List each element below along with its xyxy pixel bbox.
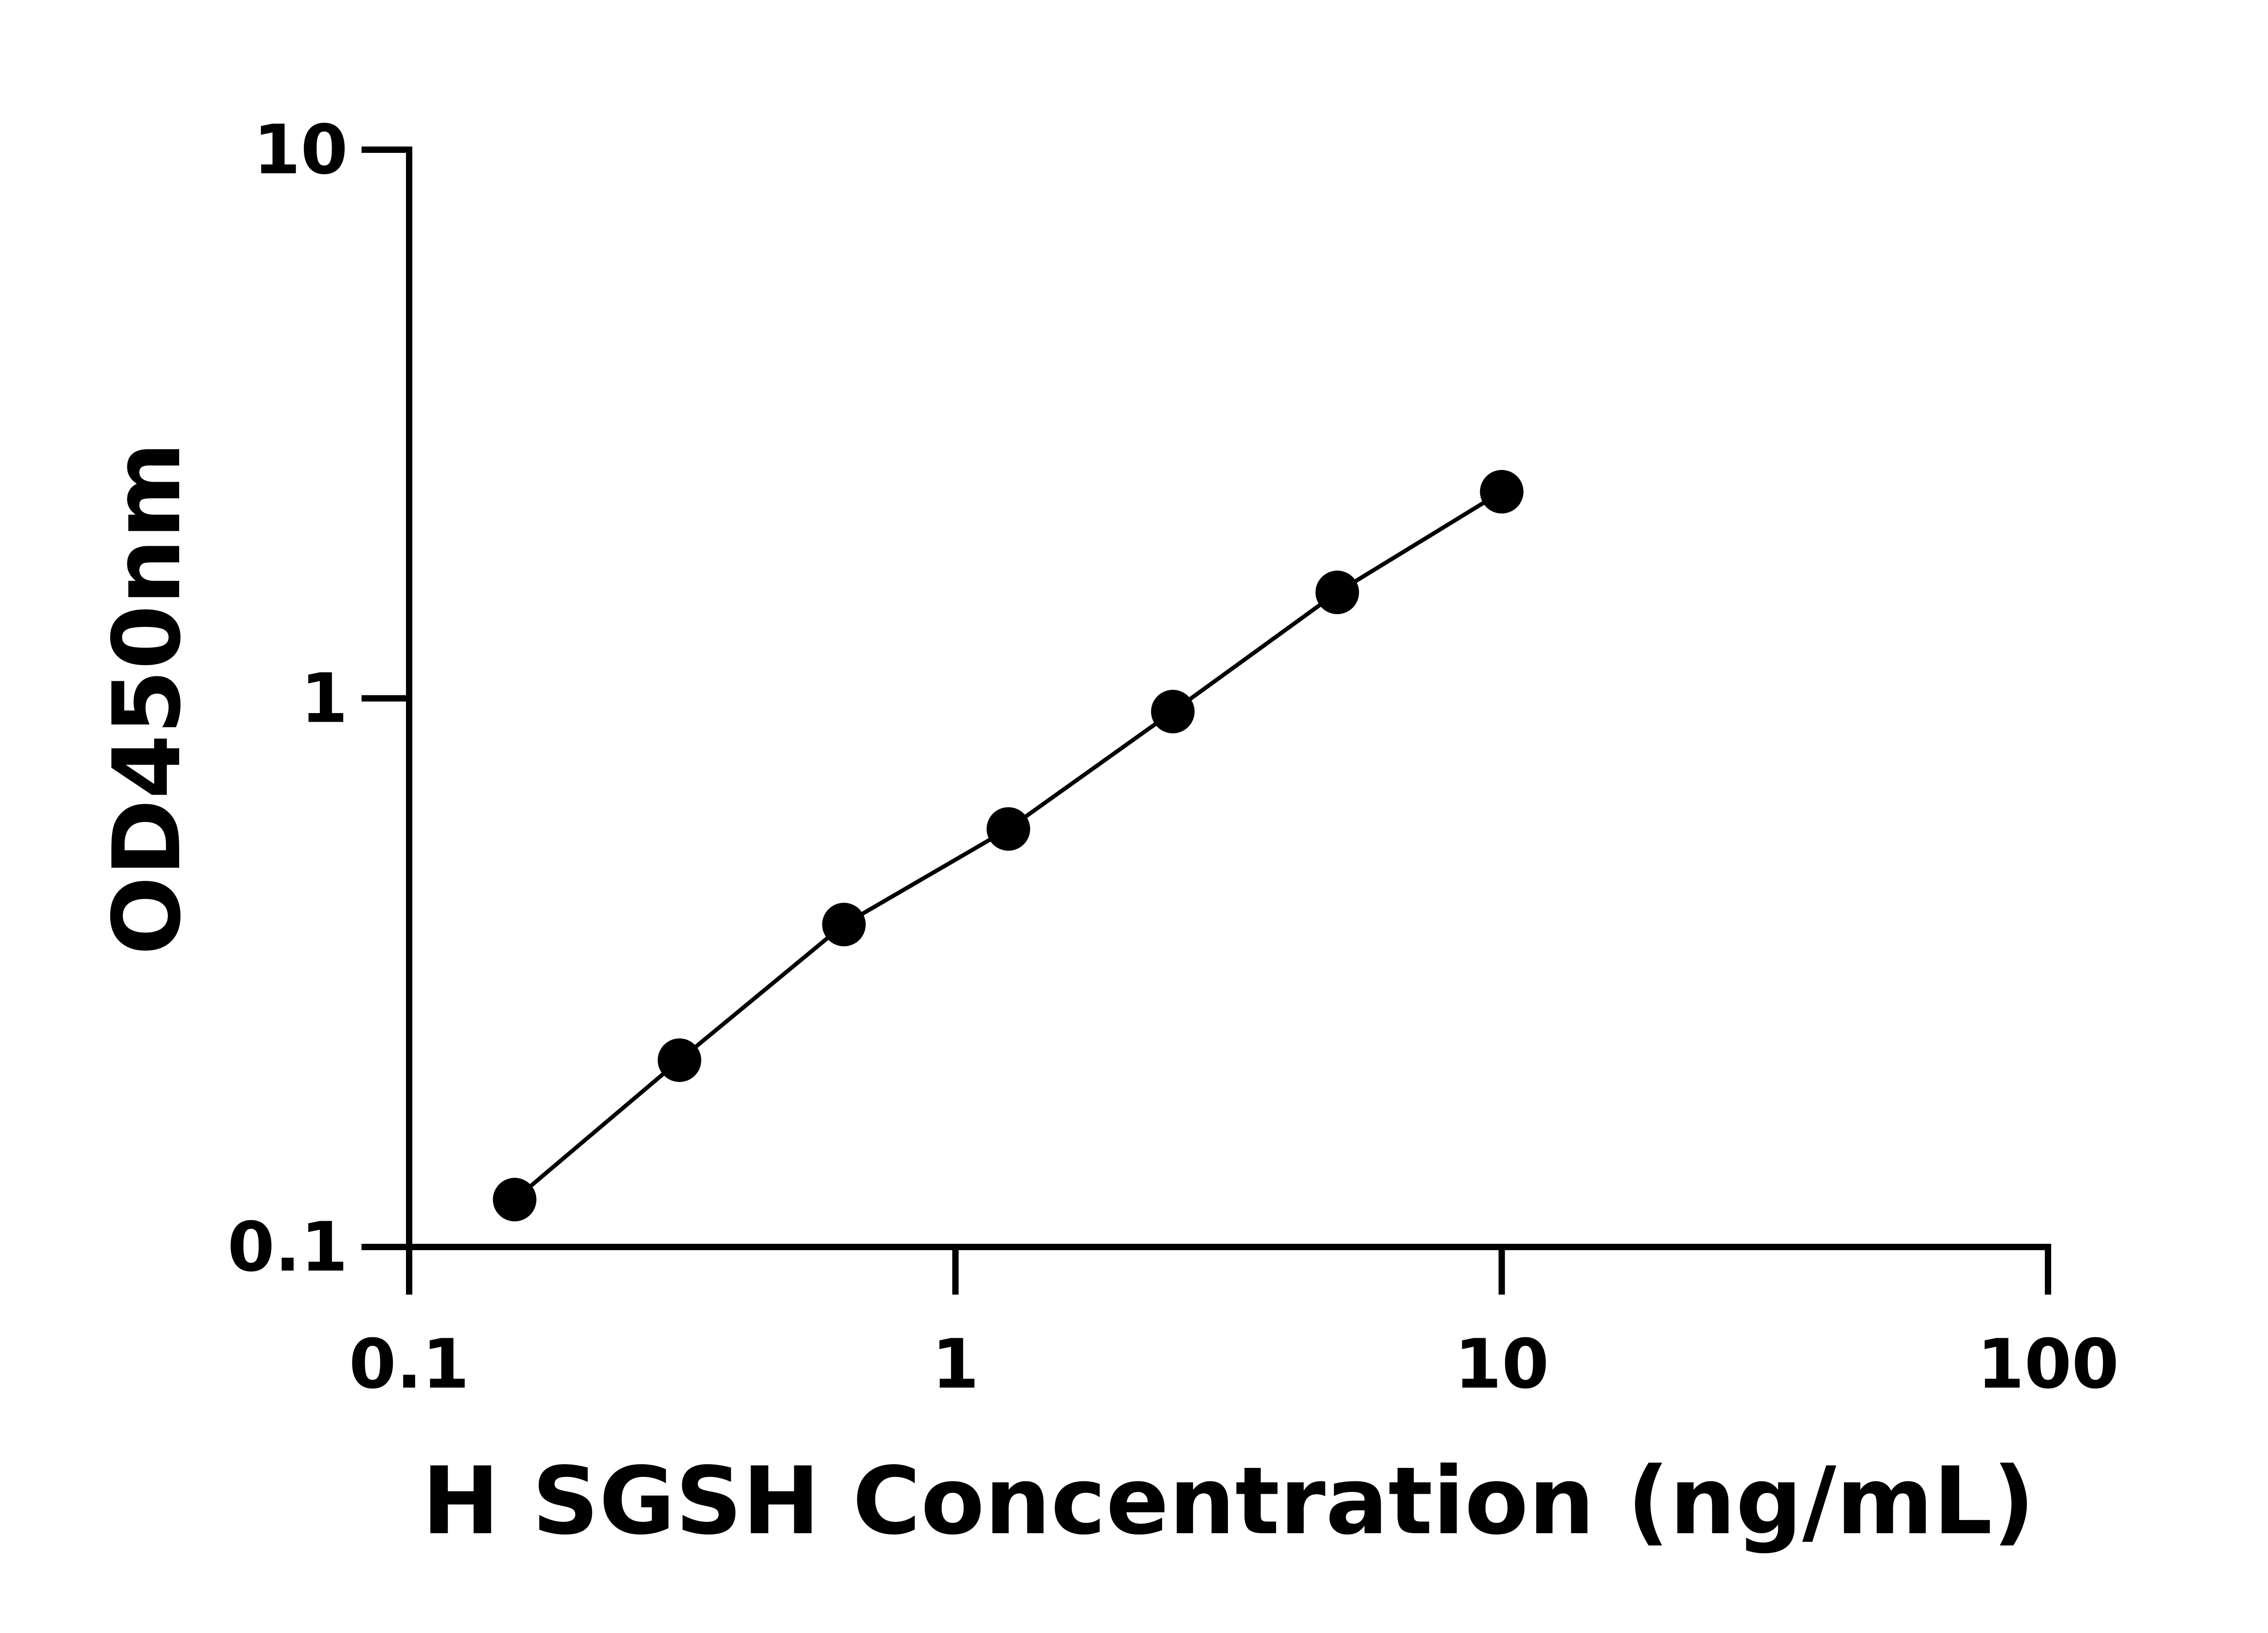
x-axis-title: H SGSH Concentration (ng/mL): [422, 1447, 2035, 1555]
tick-labels: 0.1 1 10 100 0.1 1 10: [227, 111, 2119, 1404]
axes: [362, 147, 2051, 1295]
data-point: [822, 903, 866, 947]
data-point: [1480, 470, 1524, 514]
y-tick-label: 0.1: [227, 1208, 348, 1287]
y-tick-label: 10: [253, 111, 348, 190]
data-point: [987, 807, 1031, 851]
data-point: [493, 1178, 537, 1222]
x-tick-label: 100: [1977, 1325, 2119, 1404]
x-tick-label: 10: [1454, 1325, 1549, 1404]
x-tick-label: 1: [932, 1325, 979, 1404]
y-axis-title: OD450nm: [93, 442, 201, 955]
data-point: [1315, 570, 1359, 614]
data-point: [1151, 689, 1195, 733]
data-points: [493, 470, 1524, 1222]
data-point: [657, 1038, 701, 1082]
y-tick-label: 1: [301, 660, 348, 738]
x-tick-label: 0.1: [349, 1325, 469, 1404]
